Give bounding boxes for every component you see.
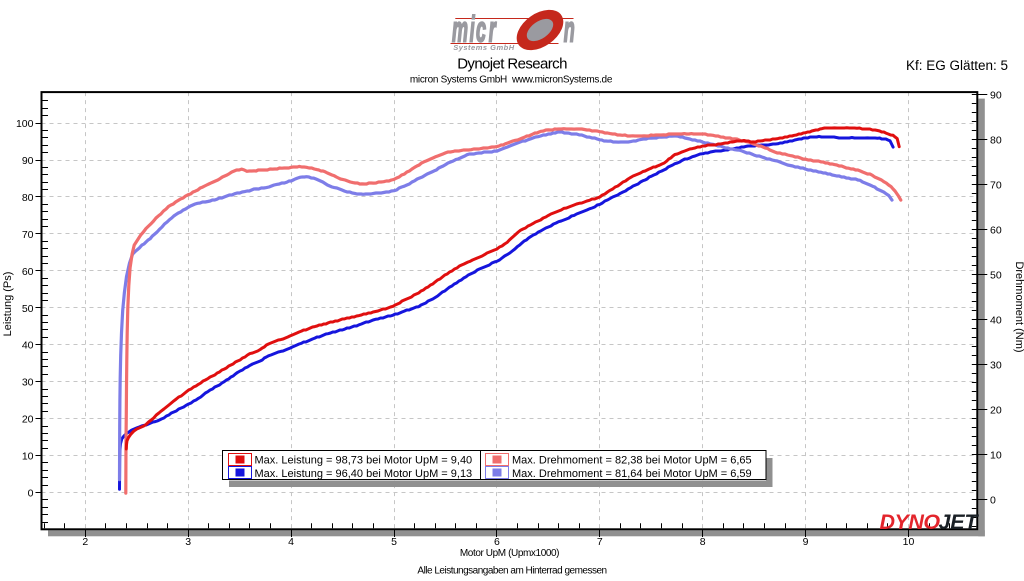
svg-text:2: 2	[82, 536, 88, 548]
svg-text:m: m	[452, 10, 468, 50]
svg-text:10: 10	[903, 536, 915, 548]
svg-text:Systems GmbH: Systems GmbH	[453, 43, 515, 52]
svg-text:DYNO: DYNO	[880, 510, 941, 534]
svg-text:5: 5	[391, 536, 397, 548]
svg-text:0: 0	[990, 494, 996, 506]
svg-text:r: r	[489, 10, 497, 50]
svg-text:9: 9	[803, 536, 809, 548]
svg-text:40: 40	[22, 340, 34, 352]
svg-text:80: 80	[22, 192, 34, 204]
svg-text:Alle Leistungsangaben am Hinte: Alle Leistungsangaben am Hinterrad gemes…	[417, 566, 606, 577]
svg-text:90: 90	[990, 89, 1002, 101]
svg-text:n: n	[564, 10, 575, 50]
svg-text:Max. Drehmoment = 82,38 bei Mo: Max. Drehmoment = 82,38 bei Motor UpM = …	[512, 454, 752, 466]
svg-text:100: 100	[16, 118, 34, 130]
svg-text:40: 40	[990, 314, 1002, 326]
svg-text:4: 4	[288, 536, 294, 548]
svg-text:20: 20	[990, 404, 1002, 416]
svg-text:90: 90	[22, 155, 34, 167]
svg-text:Dynojet Research: Dynojet Research	[457, 56, 567, 73]
svg-text:6: 6	[494, 536, 500, 548]
svg-text:c: c	[476, 10, 486, 50]
svg-text:Max. Leistung = 96,40 bei Moto: Max. Leistung = 96,40 bei Motor UpM = 9,…	[255, 468, 473, 480]
svg-text:8: 8	[700, 536, 706, 548]
svg-text:30: 30	[22, 377, 34, 389]
svg-text:7: 7	[597, 536, 603, 548]
svg-text:0: 0	[28, 488, 34, 500]
svg-text:60: 60	[990, 224, 1002, 236]
svg-text:Max. Drehmoment = 81,64 bei Mo: Max. Drehmoment = 81,64 bei Motor UpM = …	[512, 468, 752, 480]
svg-text:Kf: EG Glätten: 5: Kf: EG Glätten: 5	[906, 58, 1008, 73]
svg-text:i: i	[470, 10, 476, 50]
svg-text:70: 70	[22, 229, 34, 241]
svg-text:60: 60	[22, 266, 34, 278]
svg-text:50: 50	[990, 269, 1002, 281]
svg-text:10: 10	[22, 451, 34, 463]
svg-text:micron Systems GmbH www.micro: micron Systems GmbH www.micronSystems.de	[410, 75, 613, 86]
svg-text:3: 3	[185, 536, 191, 548]
svg-text:Max. Leistung = 98,73 bei Moto: Max. Leistung = 98,73 bei Motor UpM = 9,…	[255, 454, 473, 466]
svg-text:JET: JET	[939, 510, 980, 534]
svg-text:80: 80	[990, 134, 1002, 146]
svg-text:Leistung (Ps): Leistung (Ps)	[2, 272, 14, 337]
svg-text:50: 50	[22, 303, 34, 315]
svg-text:70: 70	[990, 179, 1002, 191]
svg-text:Motor UpM (Upmx1000): Motor UpM (Upmx1000)	[460, 548, 559, 559]
svg-text:30: 30	[990, 359, 1002, 371]
svg-text:20: 20	[22, 414, 34, 426]
svg-text:Drehmoment (Nm): Drehmoment (Nm)	[1013, 261, 1024, 352]
svg-text:10: 10	[990, 449, 1002, 461]
